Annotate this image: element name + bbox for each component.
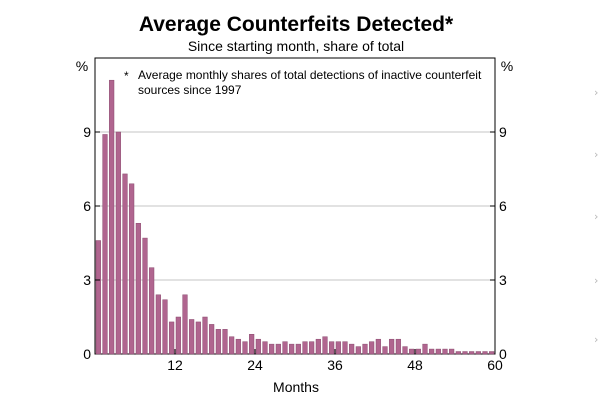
bar	[369, 341, 375, 355]
axis-ticks: 0 03 36 69 912 24 36 48 60	[83, 124, 507, 373]
bar	[422, 343, 428, 355]
y-tick-label-right: 3	[499, 272, 507, 288]
bar	[409, 348, 415, 355]
x-tick-label: 24	[247, 357, 263, 373]
chart-title: Average Counterfeits Detected*	[139, 13, 454, 36]
bar	[175, 316, 181, 355]
bar	[262, 341, 268, 355]
bar	[255, 338, 261, 355]
bar	[342, 341, 348, 355]
chevron-right-icon[interactable]: ›	[594, 210, 598, 223]
y-tick-label-left: 9	[83, 124, 91, 140]
bar	[109, 79, 115, 355]
bar	[149, 267, 155, 355]
bar	[362, 343, 368, 355]
bar	[162, 299, 168, 355]
bar	[215, 329, 221, 355]
x-tick-label: 60	[487, 357, 503, 373]
bar	[442, 348, 448, 355]
bar	[269, 343, 275, 355]
bar	[415, 348, 421, 355]
chevron-right-icon[interactable]: ›	[594, 148, 598, 161]
y-axis-unit-left: %	[76, 58, 88, 74]
chevron-right-icon[interactable]: ›	[594, 86, 598, 99]
bar	[122, 173, 128, 355]
bar	[349, 343, 355, 355]
bar	[195, 321, 201, 355]
bar	[475, 351, 481, 355]
bar	[449, 348, 455, 355]
bar	[302, 341, 308, 355]
bar	[102, 134, 108, 355]
side-nav[interactable]: › › › › ›	[594, 86, 598, 346]
bar	[222, 329, 228, 355]
bar	[402, 346, 408, 355]
x-axis-label: Months	[273, 379, 319, 395]
bar	[489, 351, 495, 355]
gridlines	[95, 131, 495, 281]
bar	[129, 183, 135, 355]
bar	[249, 334, 255, 355]
y-tick-label-right: 6	[499, 198, 507, 214]
bar	[202, 316, 208, 355]
bar	[289, 343, 295, 355]
bar	[455, 351, 461, 355]
bar	[182, 294, 188, 355]
bar	[482, 351, 488, 355]
bar	[429, 348, 435, 355]
bar	[355, 346, 361, 355]
footnote-line-2: sources since 1997	[138, 83, 242, 97]
bar	[169, 321, 175, 355]
x-tick-label: 12	[167, 357, 183, 373]
chevron-right-icon[interactable]: ›	[594, 333, 598, 346]
y-tick-label-left: 3	[83, 272, 91, 288]
bar	[229, 336, 235, 355]
bar	[382, 346, 388, 355]
bars	[95, 79, 495, 355]
footnote-marker: *	[124, 69, 129, 83]
bar	[375, 338, 381, 355]
bar	[115, 131, 121, 355]
bar	[242, 341, 248, 355]
footnote-line-1: Average monthly shares of total detectio…	[138, 68, 482, 82]
bar	[142, 237, 148, 355]
bar	[135, 223, 141, 355]
y-tick-label-right: 0	[499, 346, 507, 362]
y-tick-label-left: 0	[83, 346, 91, 362]
bar	[469, 351, 475, 355]
bar	[209, 324, 215, 355]
x-tick-label: 48	[407, 357, 423, 373]
bar	[295, 343, 301, 355]
bar	[315, 338, 321, 355]
bar	[389, 338, 395, 355]
chart-subtitle: Since starting month, share of total	[188, 38, 404, 54]
bar	[235, 338, 241, 355]
bar	[335, 341, 341, 355]
bar	[189, 319, 195, 355]
bar	[322, 336, 328, 355]
y-tick-label-right: 9	[499, 124, 507, 140]
bar	[435, 348, 441, 355]
x-tick-label: 36	[327, 357, 343, 373]
chevron-right-icon[interactable]: ›	[594, 274, 598, 287]
y-axis-unit-right: %	[501, 58, 513, 74]
bar	[275, 343, 281, 355]
bar	[329, 341, 335, 355]
bar	[462, 351, 468, 355]
bar	[95, 240, 101, 355]
y-tick-label-left: 6	[83, 198, 91, 214]
bar	[309, 341, 315, 355]
bar	[155, 294, 161, 355]
bar	[282, 341, 288, 355]
bar	[395, 338, 401, 355]
